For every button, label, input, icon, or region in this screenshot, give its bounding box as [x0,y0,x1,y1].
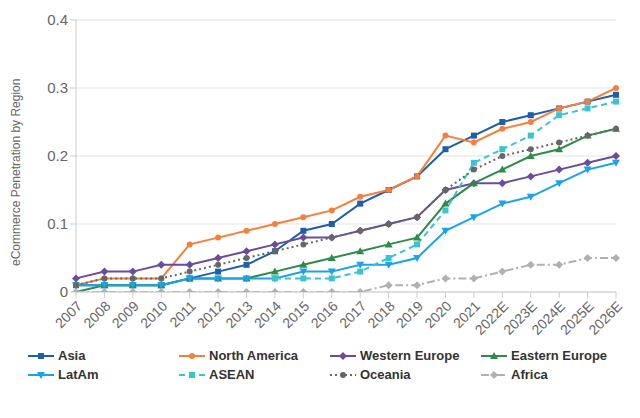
svg-text:2016: 2016 [308,298,341,331]
html-text:Africa: Africa [511,367,548,382]
svg-text:2022E: 2022E [471,297,512,338]
svg-text:2013: 2013 [222,298,255,331]
svg-text:2010: 2010 [137,298,170,331]
svg-text:2018: 2018 [364,298,397,331]
svg-text:2014: 2014 [251,298,284,331]
svg-text:2021: 2021 [449,297,483,332]
svg-text:0.1: 0.1 [47,215,68,232]
html-text:LatAm: LatAm [58,367,99,382]
html-text:Eastern Europe: Eastern Europe [511,348,608,363]
svg-text:0.2: 0.2 [47,147,68,164]
svg-text:2023E: 2023E [499,297,540,338]
svg-text:2019: 2019 [393,298,426,331]
html-text:Western Europe: Western Europe [360,348,460,363]
svg-text:2025E: 2025E [556,297,597,338]
svg-text:0: 0 [60,283,68,300]
html-text:Oceania: Oceania [360,367,411,382]
html-text:Asia: Asia [58,348,86,363]
svg-text:2012: 2012 [194,298,227,331]
svg-text:2026E: 2026E [585,298,625,338]
html-text:ASEAN: ASEAN [209,367,255,382]
svg-text:2024E: 2024E [528,297,569,338]
svg-text:2017: 2017 [336,298,369,331]
svg-text:2015: 2015 [279,298,312,331]
svg-text:2011: 2011 [166,298,199,331]
svg-text:eCommerce Penetration by Regio: eCommerce Penetration by Region [9,79,23,266]
svg-text:0.4: 0.4 [47,11,68,28]
svg-text:2008: 2008 [80,298,113,331]
svg-text:2007: 2007 [52,298,85,331]
svg-text:2020: 2020 [421,298,454,331]
html-text:North America: North America [209,348,299,363]
svg-text:0.3: 0.3 [47,79,68,96]
svg-text:2009: 2009 [109,298,142,331]
